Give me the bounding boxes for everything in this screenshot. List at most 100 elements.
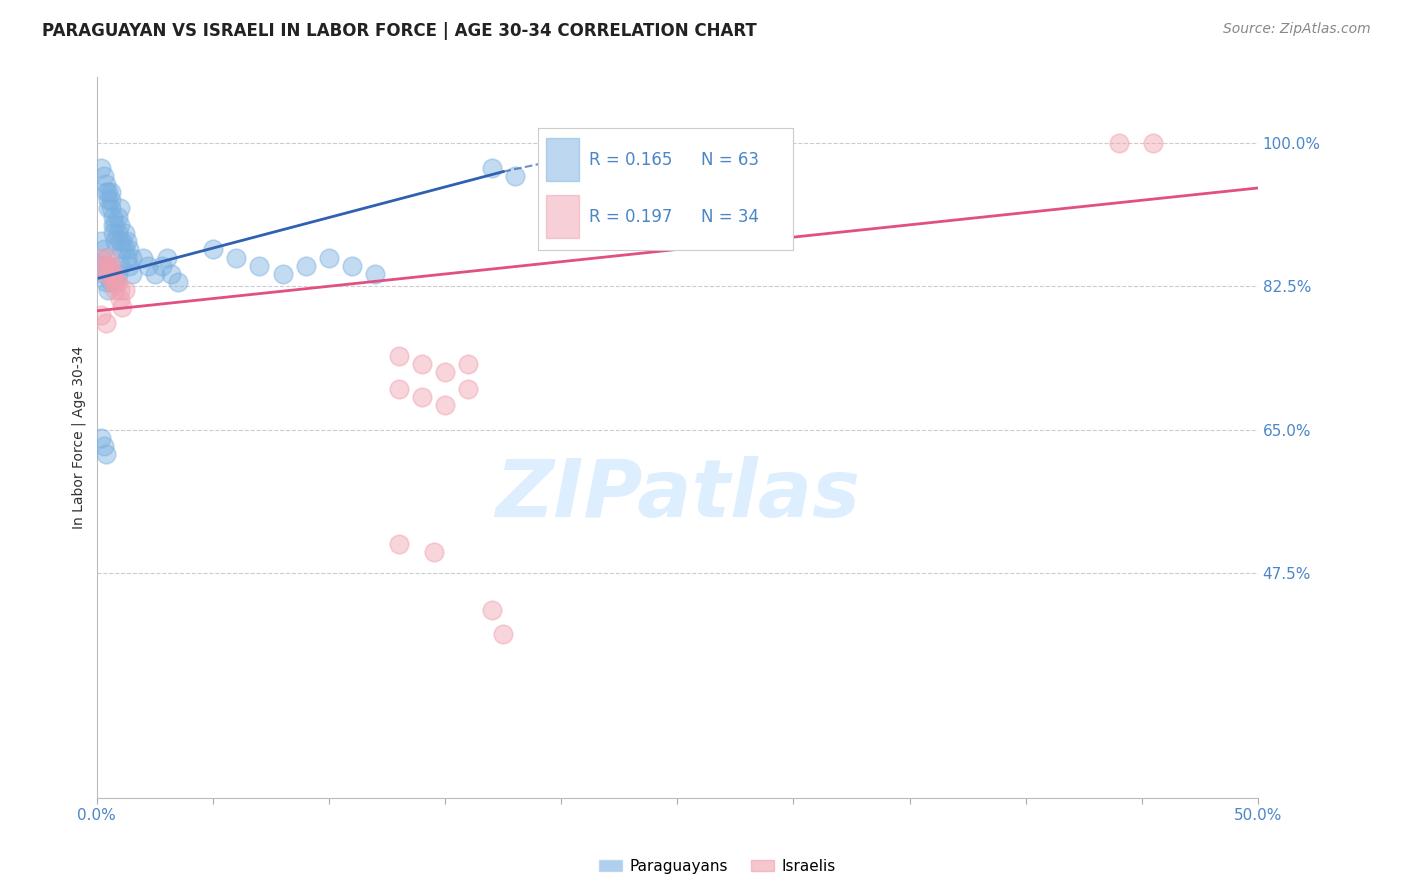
Text: PARAGUAYAN VS ISRAELI IN LABOR FORCE | AGE 30-34 CORRELATION CHART: PARAGUAYAN VS ISRAELI IN LABOR FORCE | A… xyxy=(42,22,756,40)
Point xyxy=(550,156,572,170)
Point xyxy=(150,259,173,273)
Point xyxy=(97,259,120,273)
Point xyxy=(492,627,515,641)
Point xyxy=(94,267,117,281)
Point xyxy=(388,382,411,396)
Point xyxy=(90,161,112,175)
Text: ZIPatlas: ZIPatlas xyxy=(495,457,860,534)
Point xyxy=(411,390,433,404)
Point xyxy=(114,226,136,240)
Point xyxy=(90,308,112,322)
Point xyxy=(101,267,124,281)
Point xyxy=(100,267,122,281)
Point xyxy=(434,365,457,379)
Point xyxy=(481,603,503,617)
Point xyxy=(1108,136,1130,150)
Point xyxy=(160,267,183,281)
Text: Source: ZipAtlas.com: Source: ZipAtlas.com xyxy=(1223,22,1371,37)
Point xyxy=(101,218,124,232)
Point xyxy=(107,275,129,289)
Point xyxy=(100,259,122,273)
Point xyxy=(388,349,411,363)
Point xyxy=(121,267,143,281)
Point xyxy=(104,218,127,232)
Point xyxy=(97,202,120,216)
Point xyxy=(115,234,138,248)
Point xyxy=(108,234,131,248)
Point xyxy=(90,431,112,445)
Point xyxy=(318,251,340,265)
Point xyxy=(94,185,117,199)
Point xyxy=(90,234,112,248)
Point xyxy=(107,210,129,224)
Point xyxy=(108,284,131,298)
Point xyxy=(94,447,117,461)
Legend: Paraguayans, Israelis: Paraguayans, Israelis xyxy=(592,853,842,880)
Point xyxy=(481,161,503,175)
Point xyxy=(94,316,117,330)
Point xyxy=(434,398,457,412)
Point xyxy=(114,243,136,257)
Point xyxy=(94,275,117,289)
Point xyxy=(97,284,120,298)
Point xyxy=(132,251,155,265)
Point xyxy=(100,267,122,281)
Point xyxy=(101,210,124,224)
Point xyxy=(104,275,127,289)
Point xyxy=(114,284,136,298)
Point xyxy=(111,243,134,257)
Point xyxy=(111,300,134,314)
Point xyxy=(93,267,115,281)
Point xyxy=(108,218,131,232)
Point xyxy=(97,185,120,199)
Point xyxy=(457,382,479,396)
Point xyxy=(1142,136,1164,150)
Point xyxy=(108,292,131,306)
Point xyxy=(104,234,127,248)
Point xyxy=(225,251,247,265)
Point xyxy=(93,169,115,183)
Point xyxy=(97,251,120,265)
Point xyxy=(94,251,117,265)
Point xyxy=(155,251,177,265)
Point xyxy=(93,243,115,257)
Point xyxy=(97,194,120,208)
Point xyxy=(388,537,411,551)
Point xyxy=(101,275,124,289)
Point xyxy=(104,284,127,298)
Point xyxy=(364,267,387,281)
Point xyxy=(94,177,117,191)
Point xyxy=(111,234,134,248)
Point xyxy=(295,259,318,273)
Point xyxy=(107,226,129,240)
Point xyxy=(108,202,131,216)
Point xyxy=(100,185,122,199)
Point xyxy=(342,259,364,273)
Point xyxy=(100,202,122,216)
Point xyxy=(101,226,124,240)
Point xyxy=(118,259,141,273)
Point xyxy=(118,243,141,257)
Point xyxy=(143,267,166,281)
Point xyxy=(247,259,270,273)
Point xyxy=(107,267,129,281)
Point xyxy=(90,259,112,273)
Point xyxy=(503,169,526,183)
Point xyxy=(411,357,433,371)
Y-axis label: In Labor Force | Age 30-34: In Labor Force | Age 30-34 xyxy=(72,346,86,529)
Point xyxy=(104,275,127,289)
Point xyxy=(93,259,115,273)
Point xyxy=(136,259,159,273)
Point xyxy=(422,545,444,559)
Point xyxy=(97,259,120,273)
Point xyxy=(201,243,224,257)
Point xyxy=(121,251,143,265)
Point xyxy=(108,259,131,273)
Point xyxy=(457,357,479,371)
Point xyxy=(115,251,138,265)
Point xyxy=(100,275,122,289)
Point xyxy=(271,267,294,281)
Point xyxy=(100,194,122,208)
Point xyxy=(90,251,112,265)
Point xyxy=(167,275,190,289)
